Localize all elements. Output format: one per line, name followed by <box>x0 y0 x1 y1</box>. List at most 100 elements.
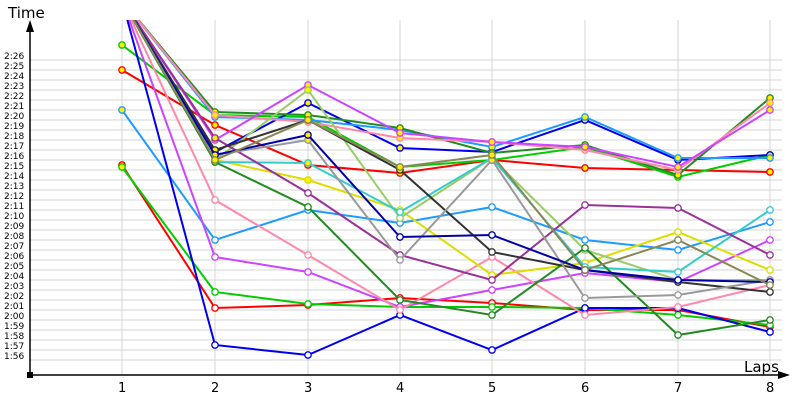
data-point-marker <box>488 203 496 211</box>
x-tick-label: 6 <box>581 381 589 396</box>
data-point-marker <box>674 331 682 339</box>
data-point-marker <box>581 244 589 252</box>
data-point-marker <box>674 154 682 162</box>
data-point-marker <box>766 236 774 244</box>
y-tick-label: 2:10 <box>4 212 24 222</box>
data-point-marker <box>674 303 682 311</box>
data-point-marker <box>674 246 682 254</box>
data-point-marker <box>674 204 682 212</box>
data-point-marker <box>581 113 589 121</box>
data-point-marker <box>674 276 682 284</box>
data-point-marker <box>396 144 404 152</box>
y-tick-label: 2:04 <box>4 272 24 282</box>
data-point-marker <box>766 266 774 274</box>
data-point-marker <box>581 294 589 302</box>
data-point-marker <box>211 156 219 164</box>
data-point-marker <box>396 129 404 137</box>
data-point-marker <box>211 196 219 204</box>
y-tick-label: 2:18 <box>4 132 24 142</box>
y-tick-label: 1:58 <box>4 332 24 342</box>
data-point-marker <box>304 86 312 94</box>
y-tick-label: 2:05 <box>4 262 24 272</box>
data-point-marker <box>766 328 774 336</box>
data-point-marker <box>211 288 219 296</box>
data-point-marker <box>396 208 404 216</box>
data-point-marker <box>211 134 219 142</box>
y-axis-title: Time <box>7 4 45 22</box>
series-s13 <box>136 20 774 174</box>
data-point-marker <box>766 288 774 296</box>
data-point-marker <box>581 236 589 244</box>
x-tick-label: 7 <box>674 381 682 396</box>
y-tick-label: 2:07 <box>4 242 24 252</box>
data-point-marker <box>674 228 682 236</box>
data-point-marker <box>674 163 682 171</box>
data-point-marker <box>674 236 682 244</box>
y-tick-label: 2:22 <box>4 92 24 102</box>
data-point-marker <box>118 106 126 114</box>
y-tick-label: 2:15 <box>4 162 24 172</box>
y-tick-label: 2:19 <box>4 122 24 132</box>
y-tick-label: 1:57 <box>4 342 24 352</box>
y-tick-label: 2:11 <box>4 202 24 212</box>
y-tick-label: 2:03 <box>4 282 24 292</box>
x-axis-title: Laps <box>744 358 779 376</box>
x-tick-label: 4 <box>396 381 404 396</box>
data-point-marker <box>304 131 312 139</box>
data-point-marker <box>304 159 312 167</box>
x-tick-label: 5 <box>488 381 496 396</box>
data-point-marker <box>211 236 219 244</box>
y-tick-label: 2:23 <box>4 82 24 92</box>
data-point-marker <box>396 306 404 314</box>
y-tick-label: 1:59 <box>4 322 24 332</box>
data-point-marker <box>304 176 312 184</box>
data-point-marker <box>488 346 496 354</box>
x-tick-label: 2 <box>211 381 219 396</box>
data-point-marker <box>118 163 126 171</box>
y-tick-label: 2:24 <box>4 72 24 82</box>
series-s12 <box>137 20 774 179</box>
data-point-marker <box>488 248 496 256</box>
data-point-marker <box>581 164 589 172</box>
data-point-marker <box>766 218 774 226</box>
data-point-marker <box>211 253 219 261</box>
y-tick-label: 2:17 <box>4 142 24 152</box>
data-point-marker <box>766 106 774 114</box>
data-point-marker <box>396 233 404 241</box>
data-point-marker <box>396 256 404 264</box>
x-tick-label: 1 <box>118 381 126 396</box>
axes <box>26 20 790 379</box>
data-point-marker <box>304 203 312 211</box>
x-tick-label: 3 <box>304 381 312 396</box>
data-point-marker <box>488 276 496 284</box>
data-point-marker <box>488 138 496 146</box>
data-point-marker <box>581 311 589 319</box>
data-point-marker <box>766 281 774 289</box>
data-point-marker <box>488 311 496 319</box>
data-point-marker <box>211 341 219 349</box>
data-point-marker <box>674 268 682 276</box>
data-point-marker <box>304 251 312 259</box>
data-point-marker <box>304 351 312 359</box>
data-point-marker <box>766 316 774 324</box>
x-axis-arrow-icon <box>778 371 790 379</box>
y-tick-label: 2:14 <box>4 172 24 182</box>
data-point-marker <box>304 116 312 124</box>
y-tick-label: 2:13 <box>4 182 24 192</box>
data-point-marker <box>581 143 589 151</box>
data-point-marker <box>766 154 774 162</box>
y-tick-label: 2:21 <box>4 102 24 112</box>
series-s14 <box>134 20 774 171</box>
data-point-marker <box>304 99 312 107</box>
data-point-marker <box>581 304 589 312</box>
series-lines <box>118 20 774 359</box>
data-point-marker <box>581 266 589 274</box>
data-point-marker <box>118 66 126 74</box>
data-point-marker <box>211 111 219 119</box>
y-tick-label: 2:25 <box>4 62 24 72</box>
data-point-marker <box>118 41 126 49</box>
y-tick-label: 2:01 <box>4 302 24 312</box>
y-tick-label: 2:20 <box>4 112 24 122</box>
data-point-marker <box>674 311 682 319</box>
